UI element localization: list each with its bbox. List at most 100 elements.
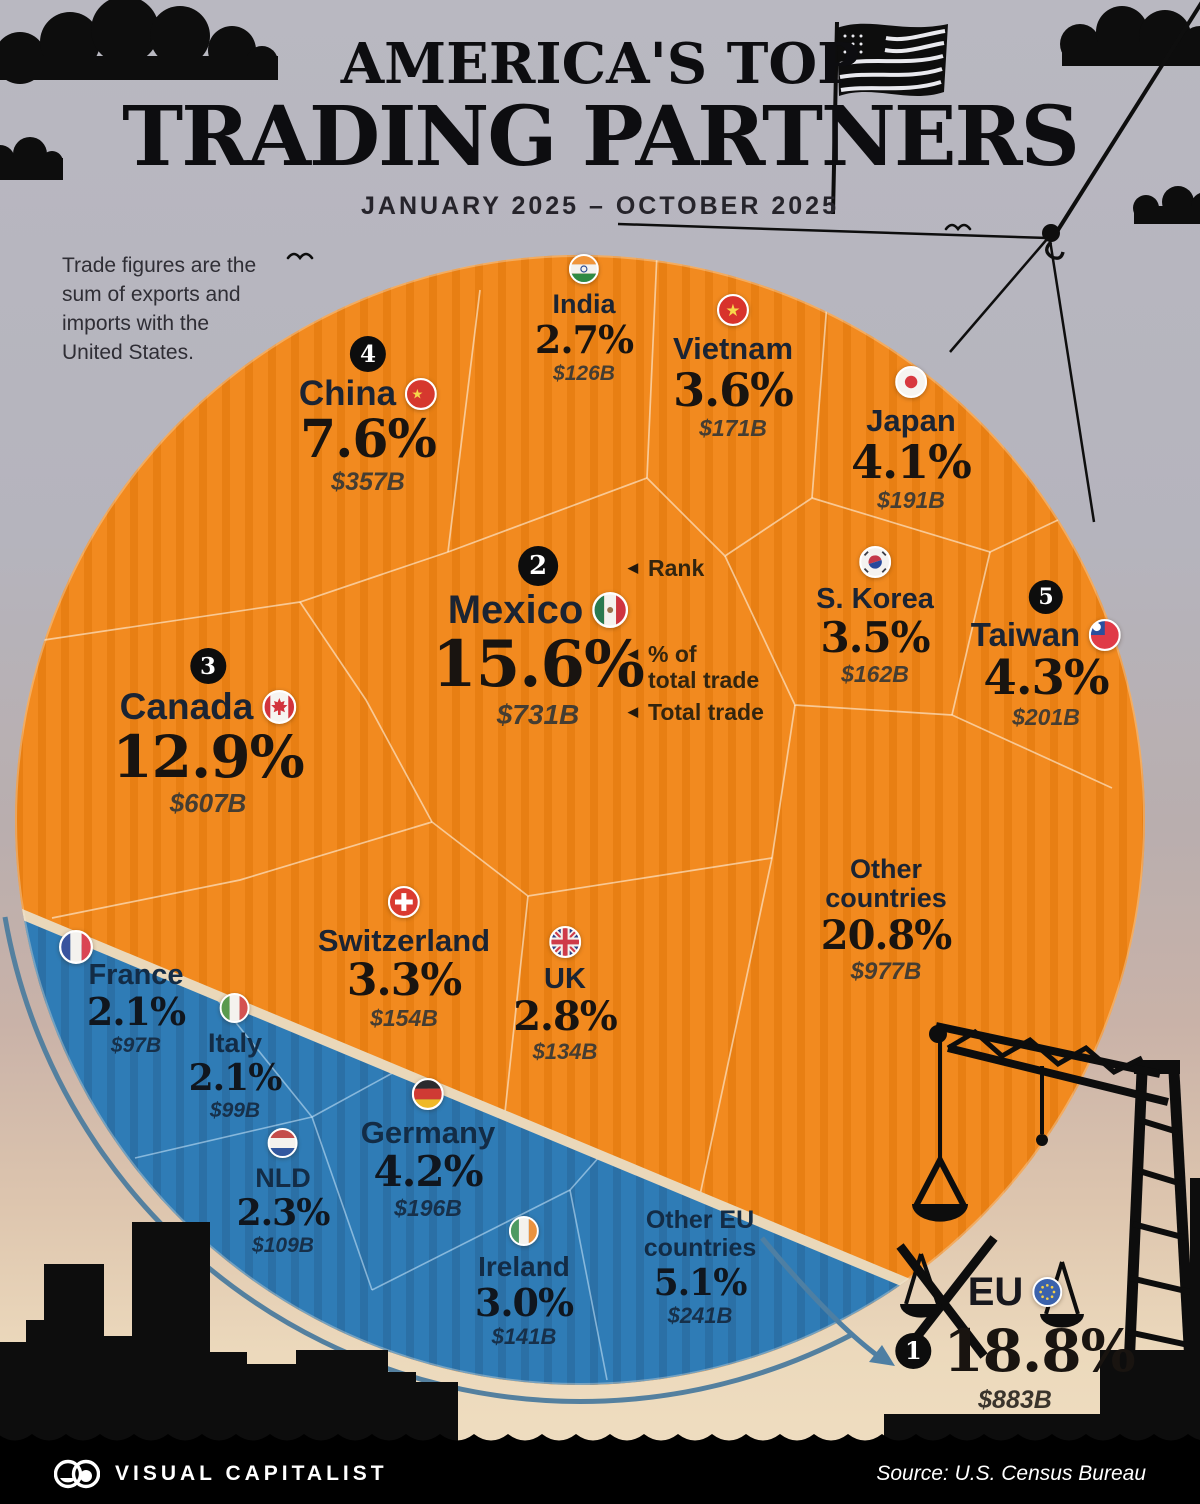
rank-badge: 1 [895, 1333, 932, 1369]
mexico-flag-icon [592, 592, 629, 628]
japan-flag-icon [895, 366, 927, 398]
segment-pct: 3.5% [820, 613, 931, 662]
vietnam-flag-icon: ★ [716, 294, 749, 326]
page-title-line2: TRADING PARTNERS [122, 89, 1080, 185]
segment-name: Germany [360, 1115, 496, 1150]
segment-mexico: 2 Mexico 15.6% $731B [432, 546, 645, 730]
germany-flag-icon [412, 1078, 444, 1110]
segment-name: NLD [255, 1163, 311, 1193]
legend-rank: ◀ Rank [628, 555, 704, 582]
group-name: EU [967, 1270, 1024, 1314]
segment-south-korea: S. Korea 3.5% $162B [816, 546, 934, 686]
segment-vietnam: ★ Vietnam 3.6% $171B [673, 294, 794, 440]
france-flag-icon [59, 930, 93, 964]
segment-name: UK [544, 963, 586, 995]
segment-name: Canada [119, 686, 254, 727]
segment-name: Ireland [478, 1251, 570, 1282]
segment-pct: 4.2% [373, 1147, 484, 1196]
segment-germany: Germany 4.2% $196B [361, 1078, 495, 1220]
segment-france: France 2.1% $97B [86, 958, 186, 1057]
arrow-left-icon: ◀ [628, 560, 638, 575]
rank-badge: 3 [190, 648, 226, 684]
segment-japan: Japan 4.1% $191B [851, 366, 972, 513]
segment-value: $97B [110, 1034, 162, 1057]
segment-value: $357B [331, 468, 405, 496]
segment-netherlands: NLD 2.3% $109B [237, 1128, 330, 1256]
group-pct: 18.8% [943, 1317, 1135, 1385]
segment-value: $154B [370, 1005, 438, 1031]
segment-value: $162B [841, 661, 909, 687]
segment-value: $196B [394, 1195, 462, 1221]
cell-boundaries [43, 255, 1113, 1196]
trade-circle [15, 255, 1145, 1385]
eu-flag-icon [1032, 1277, 1063, 1307]
brand: VISUAL CAPITALIST [54, 1456, 388, 1492]
segment-pct: 2.1% [86, 989, 186, 1034]
segment-value: $731B [496, 699, 580, 730]
uk-flag-icon [548, 926, 581, 958]
header: AMERICA'S TOP TRADING PARTNERS JANUARY 2… [0, 36, 1200, 219]
group-eu-label: EU 1 18.8% $883B [895, 1268, 1136, 1414]
segment-pct: 2.7% [534, 317, 634, 362]
segment-italy: Italy 2.1% $99B [189, 993, 282, 1121]
brand-name: VISUAL CAPITALIST [115, 1462, 388, 1485]
crane-hook-icon [1042, 224, 1060, 242]
segment-ireland: Ireland 3.0% $141B [474, 1216, 574, 1349]
group-value: $883B [978, 1386, 1052, 1414]
eu-outline-arc [2, 916, 855, 1404]
segment-value: $126B [553, 362, 615, 385]
segment-value: $141B [491, 1324, 557, 1349]
segment-china: 4 China ★ 7.6% $357B [298, 336, 438, 496]
rank-badge: 4 [349, 336, 386, 372]
segment-name: India [552, 289, 616, 319]
segment-value: $977B [850, 958, 922, 986]
cloud-silhouettes [0, 0, 1200, 224]
segment-name: Mexico [447, 588, 584, 632]
svg-text:★: ★ [725, 300, 740, 320]
rank-badge: 5 [1028, 580, 1063, 614]
netherlands-flag-icon [268, 1128, 298, 1158]
segment-pct: 3.6% [673, 363, 794, 417]
segment-pct: 12.9% [112, 723, 304, 791]
footer-wave [0, 1434, 1200, 1504]
segment-pct: 2.3% [236, 1192, 331, 1234]
source-credit: Source: U.S. Census Bureau [876, 1462, 1146, 1485]
segment-pct: 4.1% [851, 435, 972, 489]
segment-value: $191B [877, 487, 945, 513]
segment-name: Other countries [825, 854, 947, 914]
segment-pct: 7.6% [300, 409, 437, 470]
segment-pct: 3.3% [346, 955, 462, 1006]
bird-icon [286, 223, 972, 261]
segment-canada: 3 Canada 12.9% $607B [112, 648, 305, 816]
taiwan-flag-icon [1089, 618, 1122, 651]
segment-india: India 2.7% $126B [534, 254, 634, 385]
segment-name: Switzerland [317, 923, 491, 958]
segment-other-countries: Other countries 20.8% $977B [821, 852, 952, 986]
segment-name: Italy [207, 1028, 263, 1058]
arrow-left-icon: ◀ [628, 704, 638, 719]
segment-switzerland: Switzerland 3.3% $154B [318, 886, 490, 1030]
svg-text:★: ★ [412, 387, 424, 402]
segment-pct: 3.0% [474, 1280, 574, 1325]
segment-taiwan: 5 Taiwan 4.3% $201B [970, 580, 1122, 730]
crane-cables [617, 1, 1200, 523]
segment-name: China [298, 374, 397, 413]
legend-pct-label: % of total trade [648, 641, 760, 693]
segment-uk: UK 2.8% $134B [513, 926, 618, 1064]
segment-value: $201B [1012, 704, 1080, 730]
segment-value: $241B [667, 1303, 733, 1328]
footer-bar: VISUAL CAPITALIST Source: U.S. Census Bu… [0, 1440, 1200, 1504]
segment-name: Other EU countries [643, 1206, 757, 1262]
south-korea-flag-icon [858, 546, 891, 578]
segment-other-eu: Other EU countries 5.1% $241B [644, 1204, 757, 1327]
switzerland-flag-icon [387, 886, 420, 918]
page-subtitle: JANUARY 2025 – OCTOBER 2025 [361, 192, 839, 220]
visual-capitalist-logo-icon [54, 1459, 100, 1489]
segment-value: $99B [209, 1099, 261, 1122]
segment-name: Taiwan [970, 616, 1081, 653]
legend-total: ◀ Total trade [628, 699, 764, 726]
page-title-line1: AMERICA'S TOP [340, 31, 860, 97]
segment-value: $134B [532, 1039, 598, 1064]
